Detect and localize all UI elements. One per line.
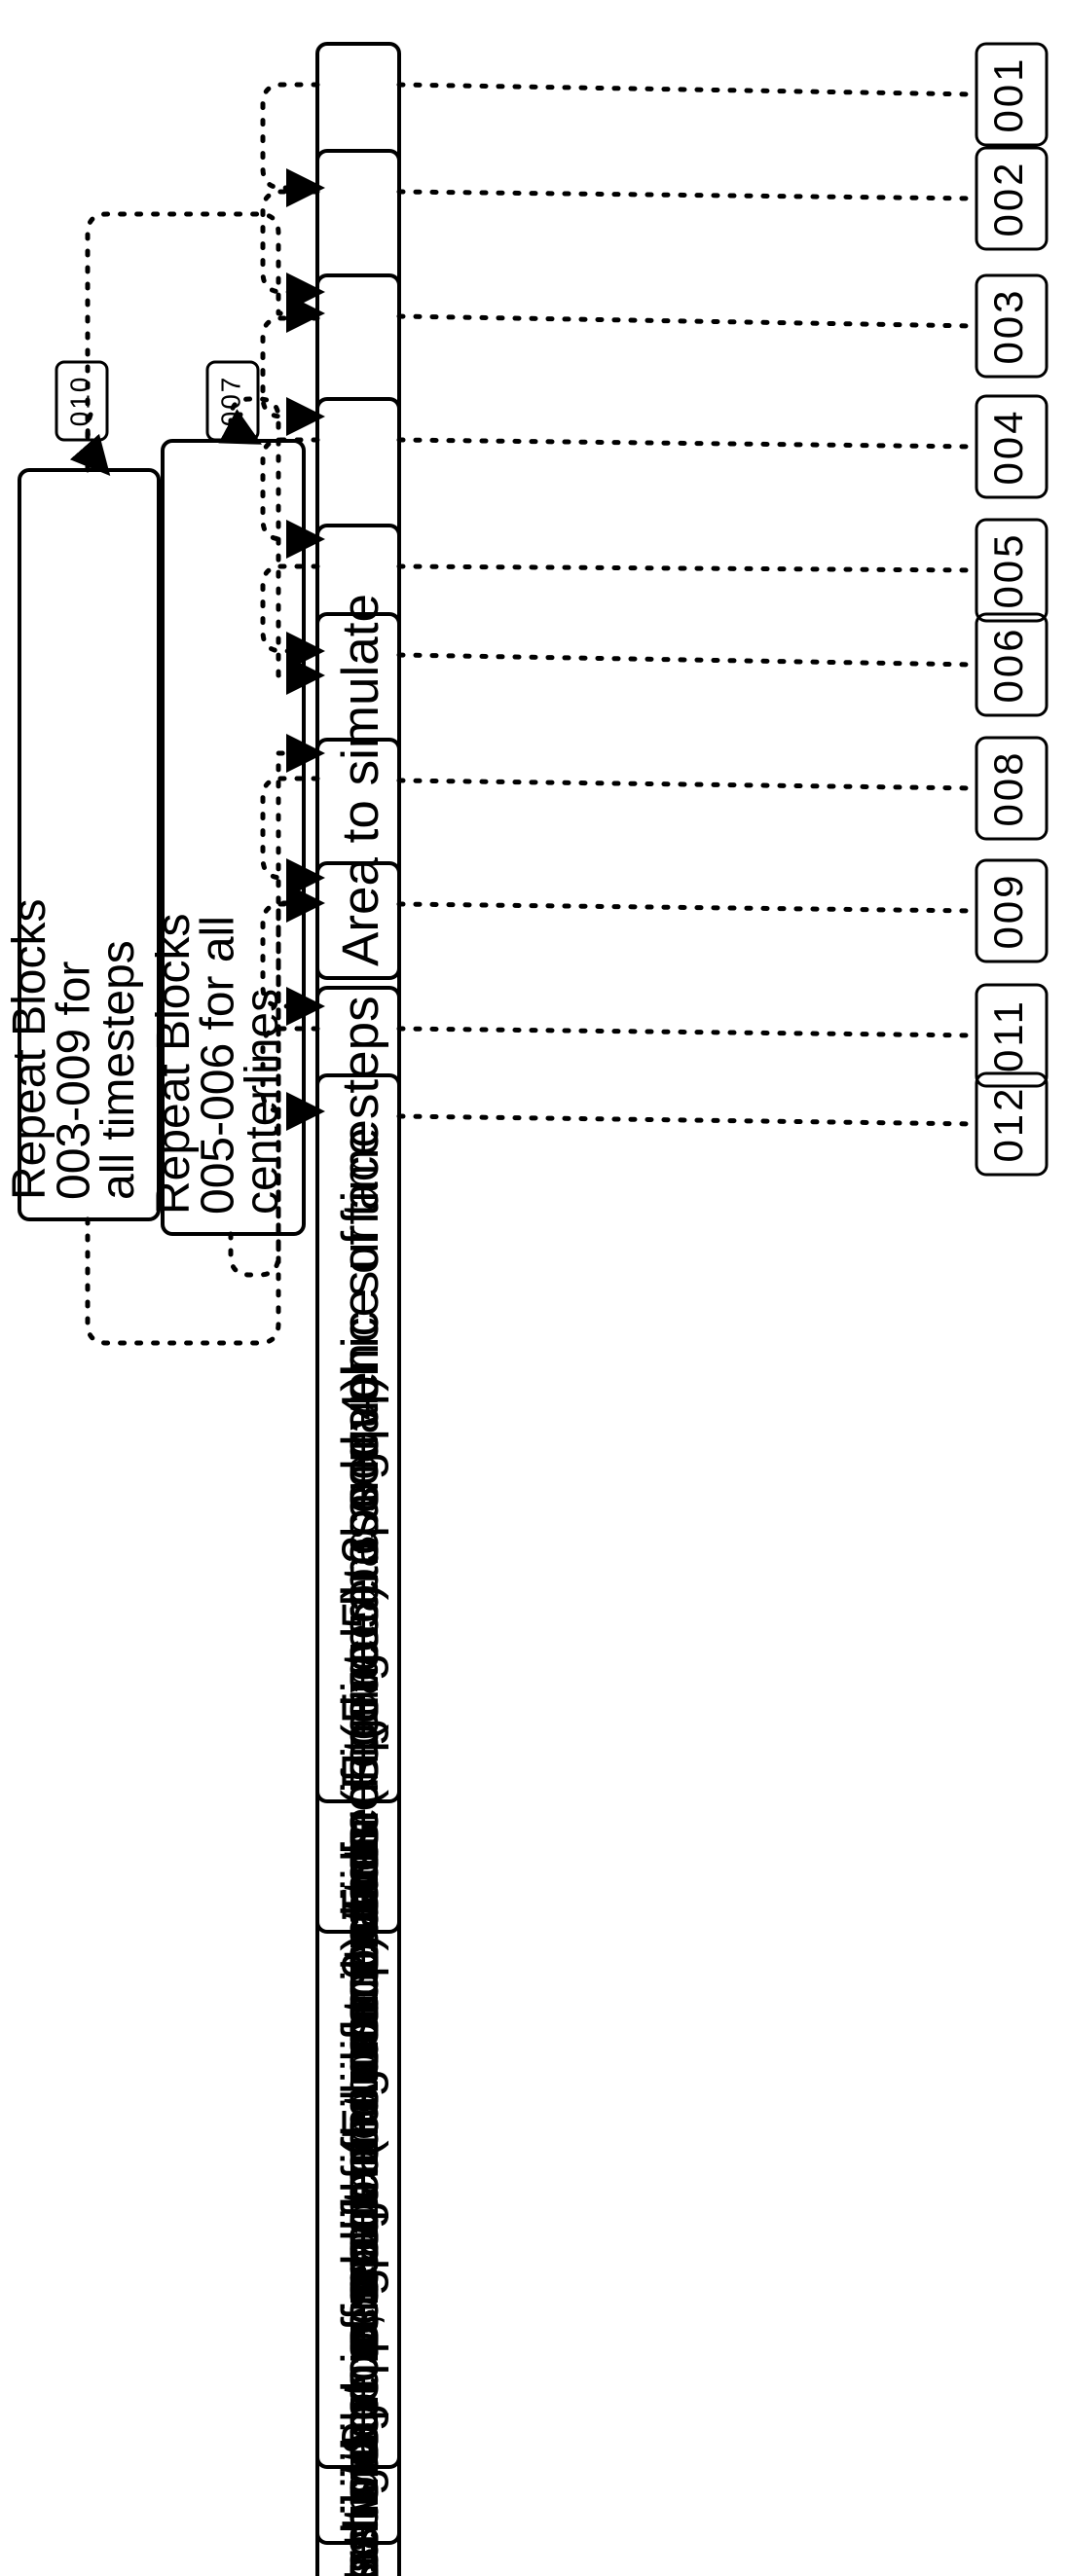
connector-004 [399, 440, 976, 447]
connector-003 [399, 316, 976, 326]
connector-011 [399, 1029, 976, 1035]
tag-001: 001 [399, 44, 1047, 145]
repeat-block-010-label: Repeat Blocks003-009 forall timesteps [4, 899, 144, 1201]
arrow-008-to-009 [263, 779, 317, 878]
arrow-002-to-003 [263, 192, 317, 292]
tag-pointer-007tag [238, 415, 255, 441]
svg-text:002: 002 [985, 160, 1031, 236]
tag-008: 008 [399, 738, 1047, 839]
svg-text:006: 006 [985, 626, 1031, 703]
block-012-label: Use image of sediment distribution [332, 1830, 389, 2576]
connector-008 [399, 780, 976, 788]
svg-text:001: 001 [985, 55, 1031, 132]
tag-003: 003 [399, 275, 1047, 377]
arrow-004-to-005 [263, 440, 317, 539]
tag-009: 009 [399, 860, 1047, 961]
block-001-label: Area to simulate [332, 594, 389, 966]
arrow-003-to-004 [263, 318, 317, 417]
tag-002: 002 [399, 148, 1047, 249]
arrow-001-to-002 [263, 85, 317, 188]
block-006-label: Updated topographic surface [332, 1127, 389, 1790]
svg-text:003: 003 [985, 287, 1031, 364]
connector-002 [399, 192, 976, 199]
arrow-010-to-003 [88, 214, 317, 470]
svg-text:009: 009 [985, 872, 1031, 949]
connector-006 [399, 655, 976, 665]
tag-011: 011 [399, 985, 1047, 1086]
tag-010: 010 [56, 362, 107, 440]
tag-006: 006 [399, 614, 1047, 715]
svg-text:005: 005 [985, 531, 1031, 608]
block-001: Area to simulate [317, 44, 399, 978]
svg-text:004: 004 [985, 408, 1031, 485]
repeat-block-007-label: Repeat Blocks005-006 for allcenterlines [148, 914, 288, 1215]
svg-text:008: 008 [985, 749, 1031, 826]
svg-text:012: 012 [985, 1085, 1031, 1162]
tag-004: 004 [399, 396, 1047, 497]
connector-001 [399, 85, 976, 94]
svg-text:011: 011 [985, 998, 1031, 1072]
tag-012: 012 [399, 1073, 1047, 1175]
connector-012 [399, 1116, 976, 1124]
arrow-005-to-006 [263, 566, 317, 651]
connector-009 [399, 904, 976, 911]
tag-005: 005 [399, 520, 1047, 621]
connector-005 [399, 566, 976, 570]
repeat-block-010: Repeat Blocks003-009 forall timesteps [4, 470, 159, 1219]
